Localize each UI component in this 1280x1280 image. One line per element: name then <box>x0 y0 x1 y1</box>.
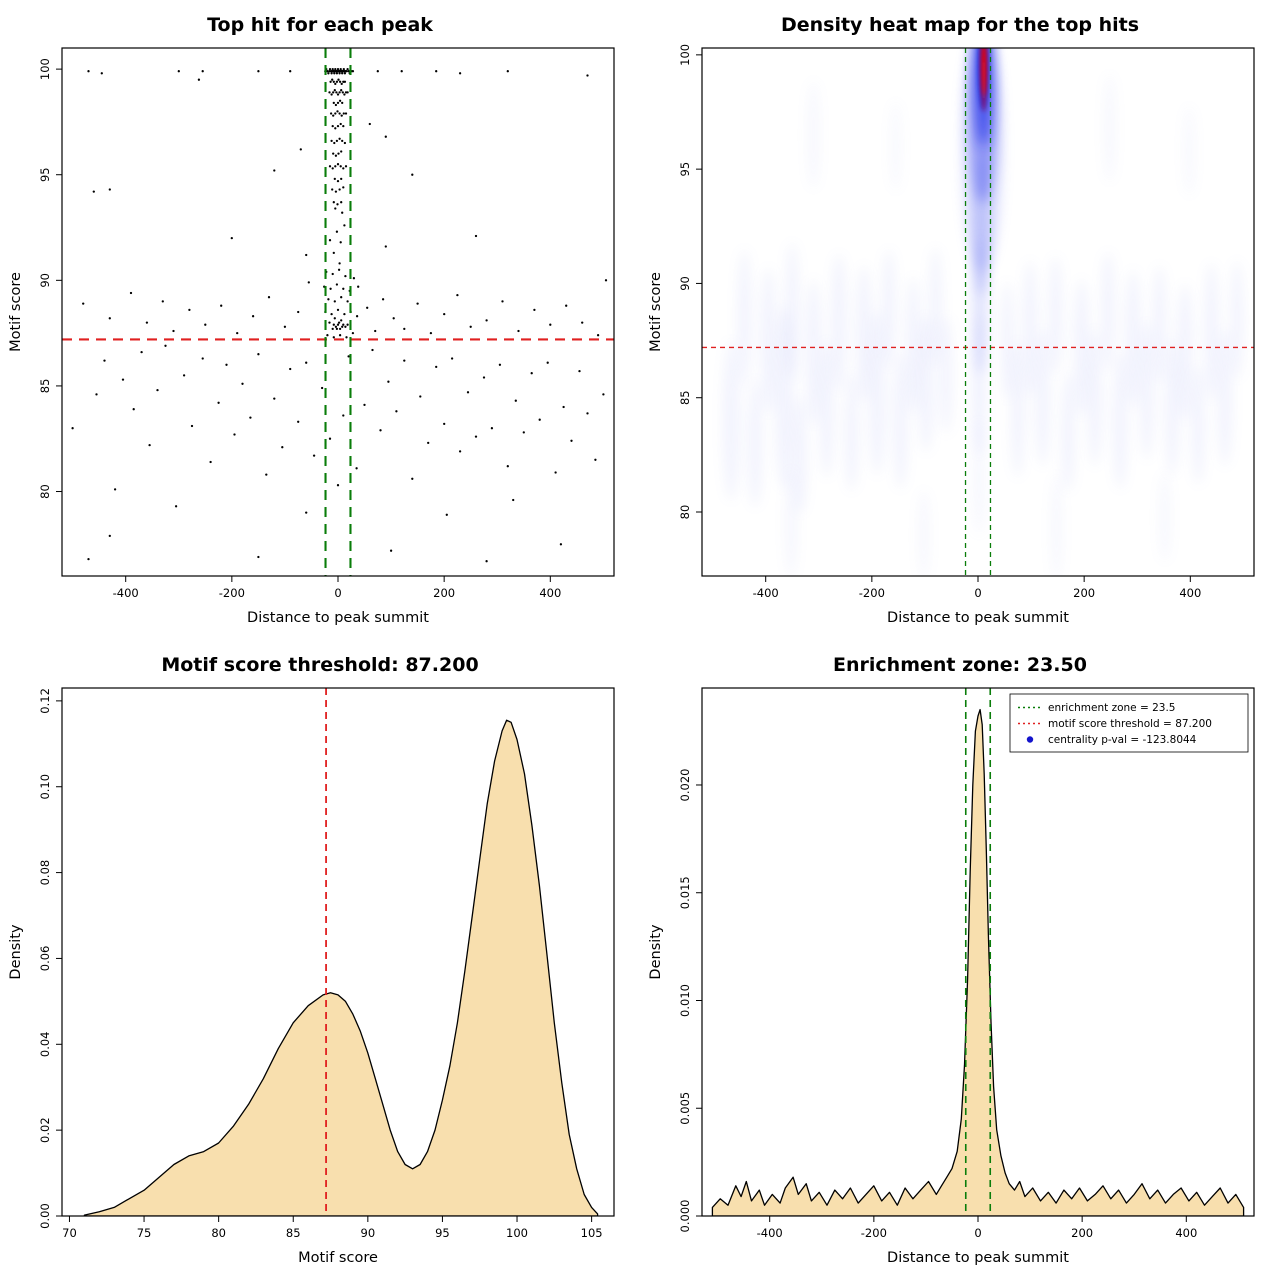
enrichment-zone-density-plot: -400 -200 0 200 400 0.000 0.005 0.010 0.015 0.020… <box>648 687 1255 1266</box>
svg-text:95: 95 <box>38 167 52 182</box>
svg-text:100: 100 <box>506 1226 528 1240</box>
svg-text:100: 100 <box>38 58 52 80</box>
svg-text:-400: -400 <box>113 586 139 600</box>
svg-text:Distance to peak summit: Distance to peak summit <box>887 1250 1069 1266</box>
svg-text:80: 80 <box>211 1226 226 1240</box>
svg-text:400: 400 <box>539 586 561 600</box>
motif-score-density-plot: 70 75 80 85 90 95 100 105 0.00 0.02 0.04 0.06 0.08 0.… <box>8 687 615 1266</box>
svg-text:80: 80 <box>678 505 692 520</box>
svg-text:90: 90 <box>361 1226 376 1240</box>
svg-text:centrality p-val = -123.8044: centrality p-val = -123.8044 <box>1048 734 1197 746</box>
svg-text:enrichment zone = 23.5: enrichment zone = 23.5 <box>1048 702 1175 714</box>
svg-text:85: 85 <box>678 390 692 405</box>
chart-title-top-hit-scatter: Top hit for each peak <box>207 14 433 36</box>
svg-text:95: 95 <box>678 162 692 177</box>
svg-text:105: 105 <box>581 1226 603 1240</box>
svg-text:0.02: 0.02 <box>38 1117 52 1143</box>
svg-text:200: 200 <box>1073 586 1095 600</box>
svg-text:0.005: 0.005 <box>678 1092 692 1125</box>
svg-text:Distance to peak summit: Distance to peak summit <box>247 610 429 626</box>
svg-text:0.08: 0.08 <box>38 860 52 886</box>
panel-motif-score-density: Motif score threshold: 87.200 70 75 80 85 90… <box>0 640 640 1280</box>
svg-text:-400: -400 <box>757 1226 783 1240</box>
svg-text:80: 80 <box>38 484 52 499</box>
top-hit-scatter-plot: -400 -200 0 200 400 80 85 90 95 100 Distance to pe… <box>8 47 615 626</box>
svg-text:85: 85 <box>38 379 52 394</box>
svg-text:0.000: 0.000 <box>678 1200 692 1233</box>
svg-text:200: 200 <box>433 586 455 600</box>
svg-text:-200: -200 <box>861 1226 887 1240</box>
svg-text:Motif score: Motif score <box>648 272 664 352</box>
svg-text:0.00: 0.00 <box>38 1203 52 1229</box>
svg-text:-200: -200 <box>859 586 885 600</box>
svg-text:0.06: 0.06 <box>38 946 52 972</box>
svg-text:90: 90 <box>678 276 692 291</box>
svg-text:400: 400 <box>1179 586 1201 600</box>
panel-top-hit-scatter: Top hit for each peak -400 -200 0 200 400 80 8… <box>0 0 640 640</box>
chart-title-enrichment-zone: Enrichment zone: 23.50 <box>833 654 1087 676</box>
svg-text:0.04: 0.04 <box>38 1031 52 1057</box>
svg-text:Distance to peak summit: Distance to peak summit <box>887 610 1069 626</box>
svg-text:0: 0 <box>974 586 981 600</box>
svg-text:100: 100 <box>678 44 692 66</box>
svg-text:-200: -200 <box>219 586 245 600</box>
svg-text:Density: Density <box>648 924 664 980</box>
svg-text:Motif score: Motif score <box>298 1250 378 1266</box>
panel-enrichment-zone-density: Enrichment zone: 23.50 -400 -200 0 200 400 0.… <box>640 640 1280 1280</box>
chart-title-motif-score-density: Motif score threshold: 87.200 <box>161 654 479 676</box>
svg-text:0: 0 <box>974 1226 981 1240</box>
svg-text:0.010: 0.010 <box>678 984 692 1017</box>
svg-text:400: 400 <box>1175 1226 1197 1240</box>
svg-text:0.12: 0.12 <box>38 688 52 714</box>
svg-text:200: 200 <box>1071 1226 1093 1240</box>
svg-text:85: 85 <box>286 1226 301 1240</box>
svg-text:0.020: 0.020 <box>678 769 692 802</box>
svg-text:0: 0 <box>334 586 341 600</box>
svg-text:90: 90 <box>38 273 52 288</box>
svg-text:Motif score: Motif score <box>8 272 24 352</box>
chart-title-density-heatmap: Density heat map for the top hits <box>780 14 1140 36</box>
svg-text:Density: Density <box>8 924 24 980</box>
svg-text:0.015: 0.015 <box>678 876 692 909</box>
svg-text:-400: -400 <box>753 586 779 600</box>
svg-text:70: 70 <box>62 1226 77 1240</box>
svg-text:0.10: 0.10 <box>38 774 52 800</box>
svg-text:75: 75 <box>137 1226 152 1240</box>
density-heatmap-plot: -400 -200 0 200 400 80 85 90 95 100 Distance to pe… <box>648 44 1255 626</box>
svg-text:motif score threshold = 87.200: motif score threshold = 87.200 <box>1048 718 1212 730</box>
panel-density-heatmap: Density heat map for the top hits -400 -2… <box>640 0 1280 640</box>
svg-text:95: 95 <box>435 1226 450 1240</box>
